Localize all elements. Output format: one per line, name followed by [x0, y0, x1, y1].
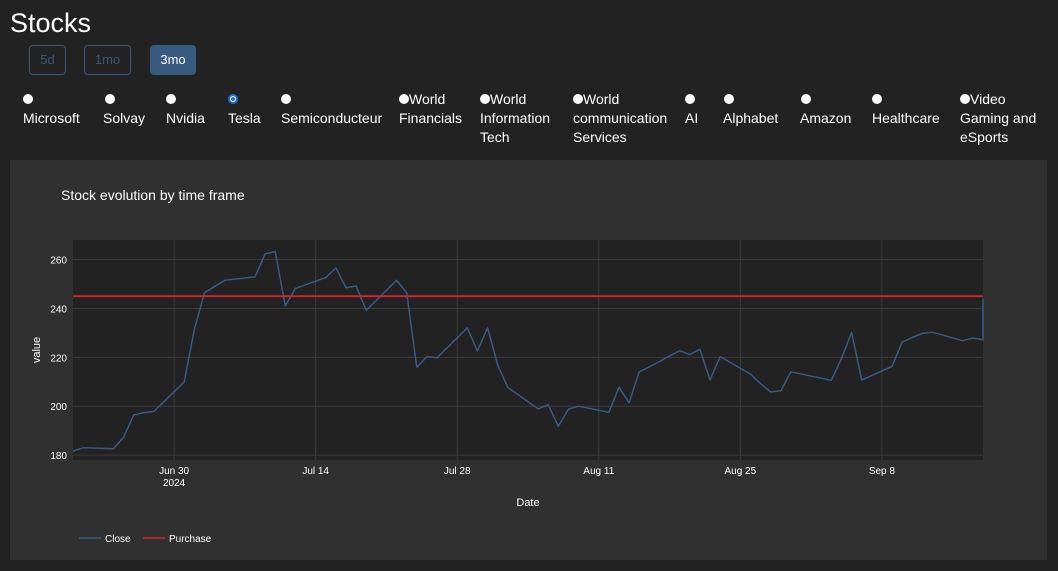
series-layer	[72, 250, 984, 452]
radio-label-line2: Information	[480, 110, 551, 126]
radio-label-line1: World	[583, 91, 620, 107]
radio-button-icon[interactable]	[573, 94, 583, 104]
radio-label: Microsoft	[23, 110, 80, 126]
radio-button-selected-icon[interactable]	[228, 94, 238, 104]
radio-label-line3: eSports	[960, 129, 1009, 145]
stock-radio-group: Microsoft Solvay Nvidia Tesla Semiconduc…	[0, 90, 1058, 150]
radio-label: Healthcare	[872, 110, 940, 126]
y-tick-label: 180	[50, 451, 67, 462]
radio-label: AI	[685, 110, 699, 126]
stock-chart[interactable]: Stock evolution by time frame 180 200 220 2…	[10, 160, 1047, 560]
timeframe-5d-button[interactable]: 5d	[29, 45, 66, 75]
x-tick-label: Aug 25	[724, 466, 756, 477]
radio-item-microsoft[interactable]: Microsoft	[23, 90, 80, 128]
timeframe-1mo-button[interactable]: 1mo	[84, 45, 131, 75]
page-title: Stocks	[10, 8, 92, 38]
radio-button-icon[interactable]	[105, 94, 115, 104]
radio-item-semiconducteur[interactable]: Semiconducteur	[281, 90, 382, 128]
radio-button-icon[interactable]	[166, 94, 176, 104]
radio-item-amazon[interactable]: Amazon	[800, 90, 851, 128]
radio-label-line3: Services	[573, 129, 627, 145]
radio-label: Amazon	[800, 110, 852, 126]
radio-label: Solvay	[103, 110, 146, 126]
y-tick-label: 220	[50, 353, 67, 364]
y-tick-label: 240	[50, 304, 67, 315]
legend-label[interactable]: Close	[105, 534, 131, 545]
radio-label: Tesla	[228, 110, 261, 126]
radio-button-icon[interactable]	[399, 94, 409, 104]
radio-label-line2: Financials	[399, 110, 463, 126]
grid-layer	[73, 240, 983, 460]
radio-button-icon[interactable]	[480, 94, 490, 104]
radio-button-icon[interactable]	[685, 94, 695, 104]
series-line-close[interactable]	[72, 250, 984, 452]
chart-title: Stock evolution by time frame	[61, 187, 245, 203]
y-axis-title: value	[31, 337, 43, 363]
plot-area[interactable]	[73, 240, 983, 460]
radio-button-icon[interactable]	[872, 94, 882, 104]
x-tick-sublabel: 2024	[163, 478, 186, 489]
radio-button-icon[interactable]	[724, 94, 734, 104]
radio-item-alphabet[interactable]: Alphabet	[723, 90, 778, 128]
x-tick-label: Sep 8	[869, 466, 896, 477]
radio-item-solvay[interactable]: Solvay	[103, 90, 145, 128]
x-axis-title: Date	[516, 497, 539, 509]
radio-label-line1: World	[490, 91, 527, 107]
radio-item-world-information-tech[interactable]: World Information Tech	[480, 90, 550, 147]
chart-panel: Stock evolution by time frame 180 200 220 2…	[10, 160, 1047, 560]
radio-label-line2: communication	[573, 110, 668, 126]
radio-item-world-financials[interactable]: World Financials	[399, 90, 462, 128]
timeframe-3mo-button[interactable]: 3mo	[150, 45, 196, 75]
radio-button-icon[interactable]	[281, 94, 291, 104]
legend-label[interactable]: Purchase	[169, 534, 212, 545]
x-tick-label: Jul 28	[444, 466, 471, 477]
radio-button-icon[interactable]	[960, 94, 970, 104]
x-tick-label: Jul 14	[302, 466, 329, 477]
radio-item-world-communication-services[interactable]: World communication Services	[573, 90, 667, 147]
radio-label: Alphabet	[723, 110, 779, 126]
radio-label: Nvidia	[166, 110, 205, 126]
radio-item-nvidia[interactable]: Nvidia	[166, 90, 205, 128]
x-tick-label: Aug 11	[583, 466, 614, 477]
radio-label-line2: Gaming and	[960, 110, 1037, 126]
y-tick-label: 200	[50, 402, 67, 413]
x-tick-label: Jun 30	[159, 466, 189, 477]
radio-label-line3: Tech	[480, 129, 510, 145]
y-tick-label: 260	[50, 256, 67, 267]
radio-item-healthcare[interactable]: Healthcare	[872, 90, 940, 128]
chart-legend: Close Purchase	[79, 534, 212, 545]
radio-item-ai[interactable]: AI	[685, 90, 698, 128]
radio-label-line1: Video	[970, 91, 1006, 107]
radio-label-line1: World	[409, 91, 446, 107]
radio-item-tesla[interactable]: Tesla	[228, 90, 261, 128]
radio-label: Semiconducteur	[281, 110, 383, 126]
radio-item-video-gaming-esports[interactable]: Video Gaming and eSports	[960, 90, 1036, 147]
radio-button-icon[interactable]	[801, 94, 811, 104]
radio-button-icon[interactable]	[23, 94, 33, 104]
